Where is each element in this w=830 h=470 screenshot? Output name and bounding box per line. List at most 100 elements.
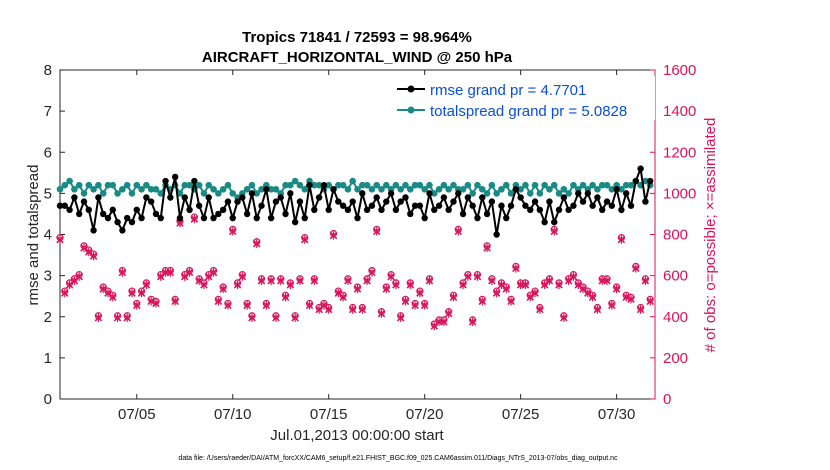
rmse-point (522, 202, 529, 209)
obs-assimilated-point (588, 292, 597, 302)
rmse-point (181, 194, 188, 201)
spread-point (325, 181, 333, 189)
rmse-point (618, 206, 625, 214)
spread-point (119, 185, 126, 193)
spread-point (282, 181, 289, 189)
rmse-point (123, 214, 131, 222)
rmse-point (315, 194, 323, 201)
obs-assimilated-point (425, 276, 434, 285)
spread-point (507, 190, 515, 197)
rmse-point (109, 206, 116, 214)
obs-assimilated-point (61, 288, 69, 298)
obs-assimilated-point (396, 313, 405, 322)
spread-point (66, 177, 73, 185)
rmse-point (599, 206, 606, 214)
obs-assimilated-point (478, 297, 487, 306)
rmse-point (647, 177, 654, 185)
spread-point (464, 181, 472, 189)
obs-assimilated-point (300, 235, 309, 244)
rmse-point (397, 198, 404, 205)
rmse-point (536, 206, 544, 214)
rmse-point (603, 198, 611, 205)
obs-assimilated-point (94, 313, 103, 322)
spread-point (622, 181, 630, 189)
obs-assimilated-point (488, 276, 496, 285)
rmse-point (325, 206, 332, 214)
y-tick-label: 8 (44, 62, 52, 79)
spread-point (618, 185, 625, 193)
spread-point (488, 181, 496, 189)
rmse-point (234, 198, 241, 205)
spread-point (95, 181, 102, 189)
spread-point (104, 181, 112, 189)
obs-assimilated-point (171, 297, 179, 306)
rmse-point (162, 177, 169, 185)
y-tick-label: 7 (44, 103, 52, 120)
legend-box (395, 76, 655, 120)
rmse-point (579, 198, 587, 205)
spread-point (349, 177, 357, 185)
rmse-point (191, 177, 198, 185)
rmse-point (637, 165, 644, 172)
obs-assimilated-point (123, 313, 131, 322)
rmse-point (104, 214, 112, 222)
obs-assimilated-point (224, 301, 232, 310)
spread-point (315, 181, 323, 189)
rmse-point (152, 210, 160, 218)
y-right-tick-label: 1000 (663, 185, 696, 202)
rmse-point (359, 190, 366, 197)
spread-point (200, 190, 208, 197)
obs-assimilated-point (392, 280, 400, 290)
obs-assimilated-point (291, 313, 299, 322)
obs-assimilated-point (512, 264, 520, 273)
rmse-point (474, 214, 481, 222)
spread-point (531, 181, 539, 189)
rmse-point (411, 202, 419, 209)
obs-assimilated-point (608, 301, 616, 310)
rmse-point (503, 214, 510, 222)
obs-assimilated-point (550, 227, 558, 236)
spread-point (430, 190, 438, 197)
obs-assimilated-point (305, 301, 314, 310)
obs-assimilated-point (358, 305, 367, 314)
spread-point (560, 185, 568, 193)
rmse-point (229, 214, 236, 222)
spread-point (205, 181, 213, 189)
rmse-point (138, 214, 145, 222)
rmse-point (99, 210, 107, 218)
spread-point (128, 190, 136, 197)
rmse-point (493, 231, 500, 238)
obs-assimilated-point (128, 288, 136, 298)
rmse-point (589, 202, 596, 209)
obs-assimilated-point (502, 284, 511, 294)
obs-assimilated-point (118, 268, 127, 277)
rmse-point (445, 206, 452, 214)
obs-assimilated-point (521, 280, 530, 290)
spread-point (594, 185, 601, 193)
spread-point (502, 181, 510, 189)
spread-point (536, 190, 544, 197)
obs-assimilated-point (344, 276, 352, 285)
spread-point (181, 181, 189, 189)
spread-point (627, 181, 635, 189)
obs-assimilated-point (468, 317, 477, 327)
rmse-point (133, 206, 140, 214)
obs-assimilated-point (281, 292, 290, 302)
obs-assimilated-point (142, 280, 151, 290)
spread-point (358, 181, 366, 189)
obs-assimilated-point (272, 313, 280, 322)
spread-point (339, 181, 347, 189)
rmse-point (311, 206, 318, 214)
spread-point (570, 181, 577, 189)
rmse-point (339, 202, 347, 209)
obs-assimilated-point (382, 284, 391, 294)
rmse-point (565, 206, 572, 214)
rmse-point (75, 210, 83, 218)
spread-point (565, 190, 572, 197)
y-right-tick-label: 800 (663, 227, 688, 244)
rmse-point (594, 194, 601, 201)
spread-point (152, 185, 160, 193)
obs-assimilated-point (444, 309, 453, 318)
obs-assimilated-point (492, 288, 501, 298)
spread-point (546, 185, 553, 193)
